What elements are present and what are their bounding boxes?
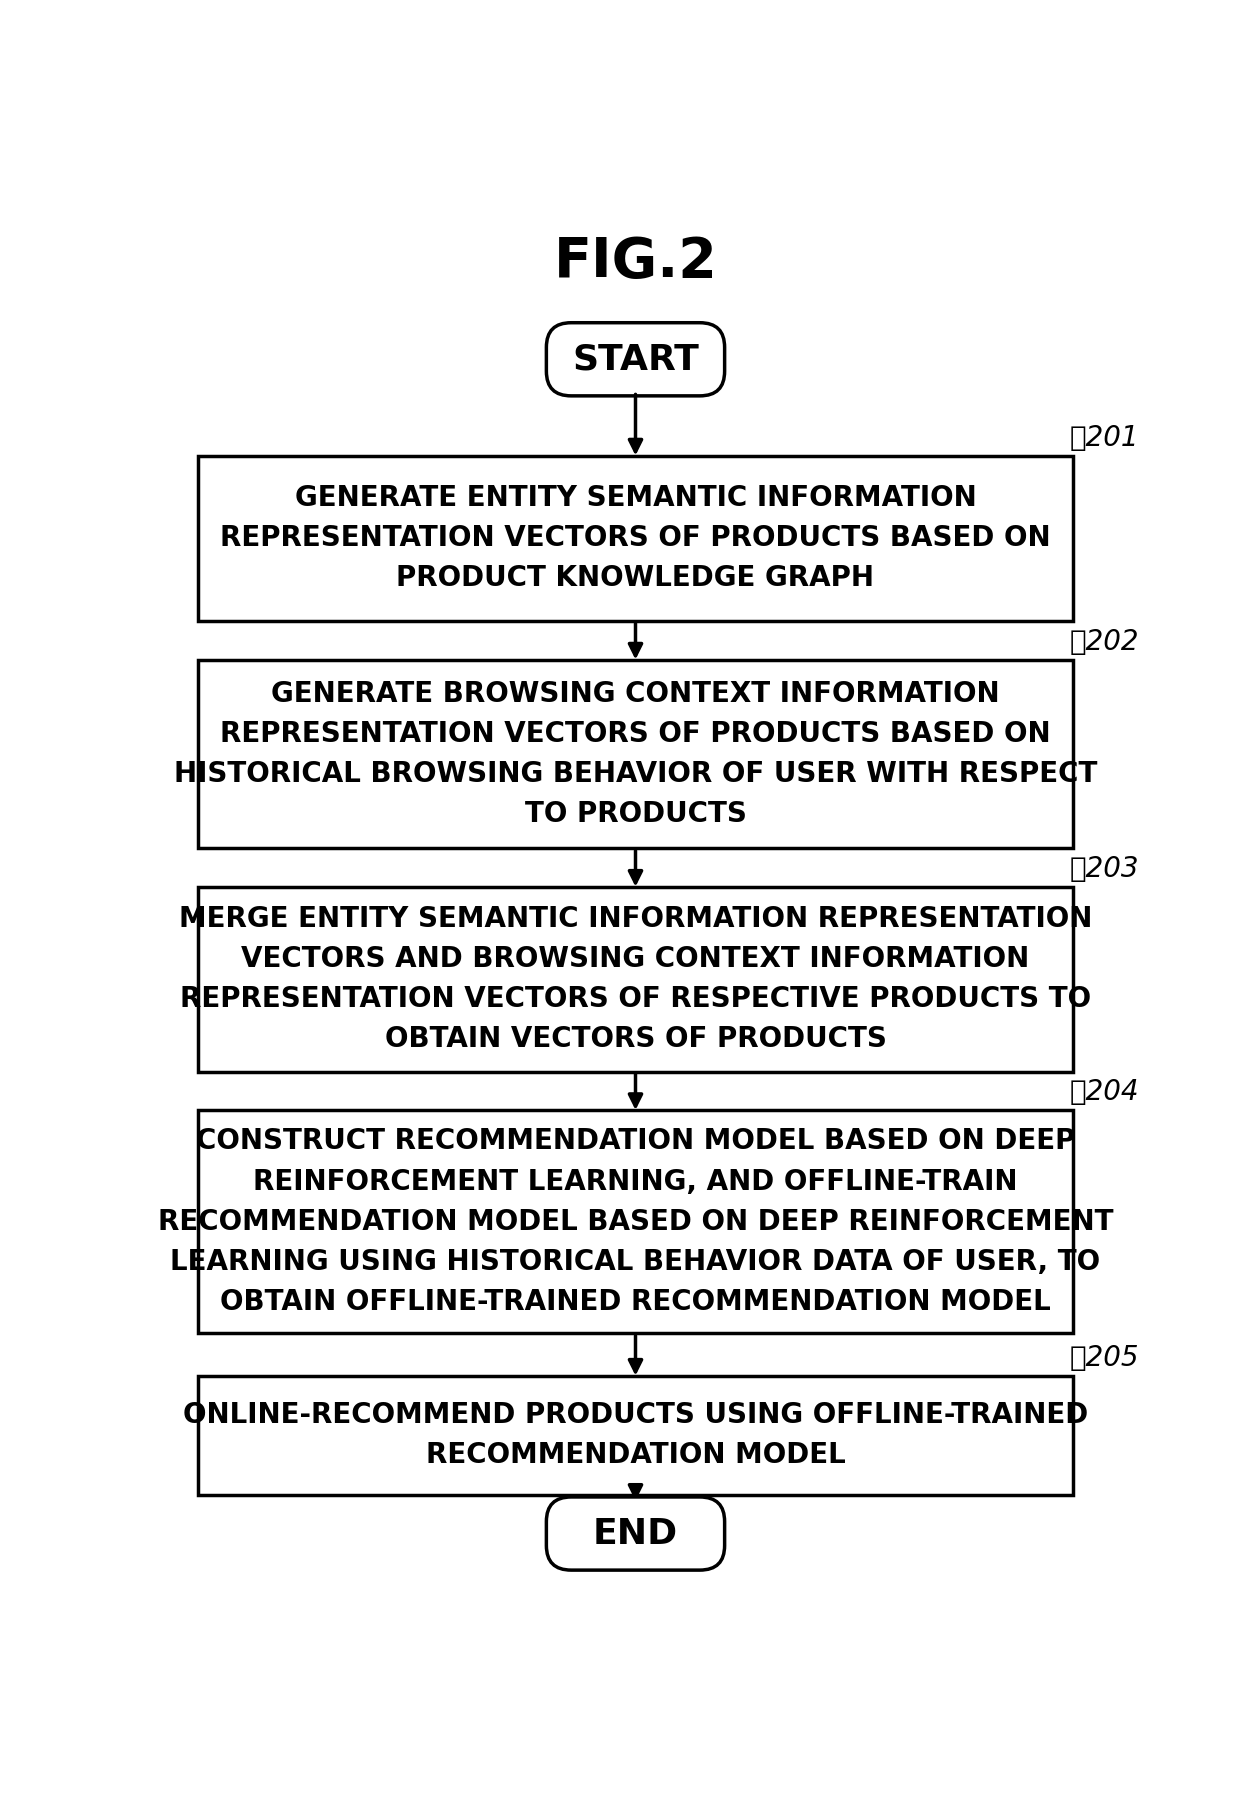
Text: ⌣203: ⌣203 xyxy=(1069,855,1140,884)
Text: MERGE ENTITY SEMANTIC INFORMATION REPRESENTATION
VECTORS AND BROWSING CONTEXT IN: MERGE ENTITY SEMANTIC INFORMATION REPRES… xyxy=(179,905,1092,1053)
FancyBboxPatch shape xyxy=(547,1496,724,1570)
FancyBboxPatch shape xyxy=(197,455,1074,622)
Text: ⌣201: ⌣201 xyxy=(1069,423,1140,452)
FancyBboxPatch shape xyxy=(197,887,1074,1072)
FancyBboxPatch shape xyxy=(197,1109,1074,1334)
Text: GENERATE ENTITY SEMANTIC INFORMATION
REPRESENTATION VECTORS OF PRODUCTS BASED ON: GENERATE ENTITY SEMANTIC INFORMATION REP… xyxy=(221,484,1050,593)
Text: ⌣205: ⌣205 xyxy=(1069,1344,1140,1372)
Text: START: START xyxy=(572,342,699,376)
Text: FIG.2: FIG.2 xyxy=(553,235,718,289)
Text: ONLINE-RECOMMEND PRODUCTS USING OFFLINE-TRAINED
RECOMMENDATION MODEL: ONLINE-RECOMMEND PRODUCTS USING OFFLINE-… xyxy=(182,1400,1089,1469)
Text: ⌣202: ⌣202 xyxy=(1069,627,1140,656)
Text: END: END xyxy=(593,1516,678,1550)
FancyBboxPatch shape xyxy=(197,660,1074,847)
Text: CONSTRUCT RECOMMENDATION MODEL BASED ON DEEP
REINFORCEMENT LEARNING, AND OFFLINE: CONSTRUCT RECOMMENDATION MODEL BASED ON … xyxy=(157,1128,1114,1315)
Text: ⌣204: ⌣204 xyxy=(1069,1079,1140,1106)
FancyBboxPatch shape xyxy=(547,323,724,396)
Text: GENERATE BROWSING CONTEXT INFORMATION
REPRESENTATION VECTORS OF PRODUCTS BASED O: GENERATE BROWSING CONTEXT INFORMATION RE… xyxy=(174,679,1097,828)
FancyBboxPatch shape xyxy=(197,1375,1074,1494)
